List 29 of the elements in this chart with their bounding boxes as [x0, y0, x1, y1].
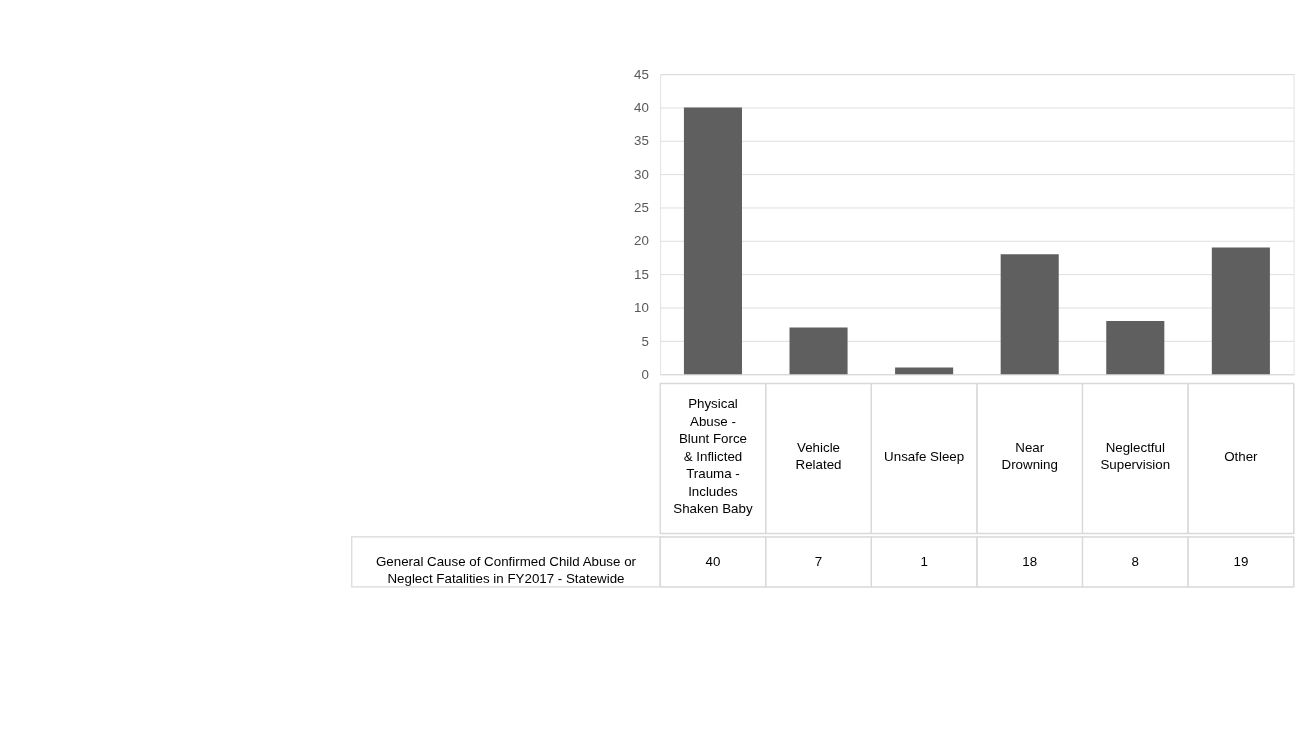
y-tick-label: 20: [634, 233, 649, 249]
y-tick-label: 5: [641, 333, 649, 349]
data-label: 40: [705, 553, 721, 569]
x-tick-label: Near Drowning: [1001, 439, 1058, 473]
data-label: 18: [1022, 553, 1038, 569]
bar: [1106, 320, 1165, 375]
x-tick-label: Vehicle Related: [795, 439, 842, 473]
y-tick-label: 30: [634, 166, 649, 182]
x-tick-label: Unsafe Sleep: [884, 448, 965, 464]
bar: [1211, 247, 1270, 375]
bar: [683, 107, 742, 375]
x-tick-label: Other: [1224, 448, 1259, 464]
y-tick-label: 35: [634, 133, 649, 149]
x-tick-label: Neglectful Supervision: [1100, 439, 1171, 473]
bar: [895, 367, 954, 375]
y-tick-label: 40: [634, 100, 649, 116]
data-label: 1: [920, 553, 928, 569]
y-tick-label: 0: [641, 366, 649, 382]
data-label: 7: [814, 553, 823, 569]
x-tick-label: Physical Abuse - Blunt Force & Inflicted Trauma - Includes Shaken Baby: [673, 396, 753, 517]
y-tick-label: 10: [634, 300, 649, 316]
y-tick-label: 15: [634, 266, 649, 282]
data-label: 19: [1233, 553, 1249, 569]
text: General Cause of Confirmed Child Abuse or Neglect Fatalities in FY2017 - Statewide: [375, 553, 637, 587]
y-tick-label: 45: [634, 66, 649, 82]
data-label: 8: [1131, 553, 1139, 569]
y-tick-label: 25: [634, 200, 649, 216]
bar: [1000, 254, 1059, 375]
bar: [789, 327, 848, 375]
